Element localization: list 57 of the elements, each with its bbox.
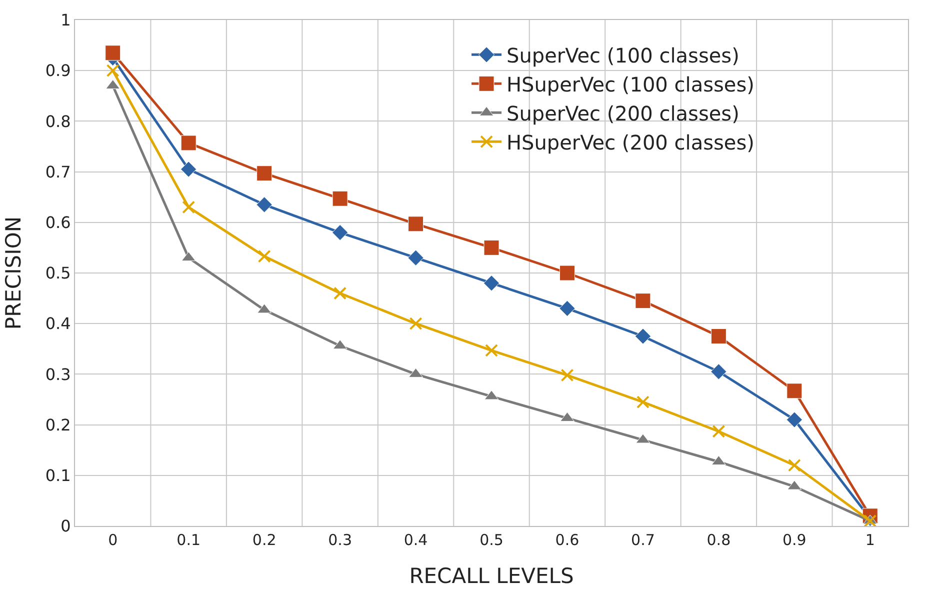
- point: [258, 250, 271, 263]
- y-tick-label: 0.7: [45, 162, 71, 182]
- x-tick-label: 0.3: [328, 531, 352, 549]
- point: [256, 196, 272, 213]
- point: [786, 412, 802, 428]
- point: [180, 135, 196, 151]
- point: [786, 383, 802, 399]
- point: [710, 328, 726, 344]
- x-axis-title: RECALL LEVELS: [409, 564, 574, 588]
- y-tick-label: 0.9: [45, 61, 71, 80]
- y-tick-label: 1: [60, 10, 71, 30]
- point: [180, 161, 197, 178]
- x-tick-label: 0.4: [404, 531, 428, 549]
- point: [332, 190, 348, 206]
- point: [332, 224, 348, 241]
- x-tick-label: 0.8: [706, 531, 731, 549]
- point: [485, 344, 498, 357]
- x-tick-label: 0.7: [631, 531, 655, 549]
- point: [635, 293, 651, 309]
- point: [182, 200, 196, 214]
- point: [106, 64, 120, 78]
- y-tick-label: 0.4: [45, 314, 71, 334]
- point: [559, 265, 575, 281]
- point: [409, 317, 422, 330]
- legend-label: HSuperVec (200 classes): [506, 130, 754, 154]
- y-tick-label: 0.6: [45, 213, 71, 232]
- point: [712, 424, 726, 438]
- y-tick-label: 0.8: [45, 112, 71, 131]
- point: [105, 45, 121, 61]
- y-tick-label: 0.5: [45, 264, 71, 283]
- point: [483, 275, 500, 292]
- y-tick-label: 0.3: [45, 364, 71, 384]
- point: [710, 364, 727, 380]
- legend-label: SuperVec (100 classes): [506, 43, 740, 68]
- point: [559, 300, 576, 316]
- y-tick-label: 0.1: [45, 466, 71, 485]
- y-tick-label: 0: [60, 516, 71, 536]
- y-axis-title: PRECISION: [1, 216, 26, 330]
- x-tick-label: 0.2: [252, 531, 276, 549]
- legend-label: SuperVec (200 classes): [506, 101, 740, 126]
- point: [636, 396, 650, 409]
- point: [408, 250, 424, 266]
- x-tick-label: 0.1: [176, 531, 201, 549]
- point: [484, 240, 500, 256]
- x-tick-label: 0: [108, 531, 118, 549]
- point: [334, 286, 347, 300]
- point: [256, 166, 272, 182]
- point: [634, 328, 651, 344]
- x-tick-label: 0.6: [555, 531, 580, 549]
- x-tick-label: 1: [865, 531, 875, 549]
- y-tick-label: 0.2: [45, 415, 71, 434]
- x-tick-label: 0.5: [480, 531, 504, 549]
- point: [408, 216, 424, 232]
- point: [788, 458, 801, 472]
- legend-label: HSuperVec (100 classes): [506, 72, 754, 96]
- point: [560, 368, 574, 382]
- x-tick-label: 0.9: [782, 531, 806, 549]
